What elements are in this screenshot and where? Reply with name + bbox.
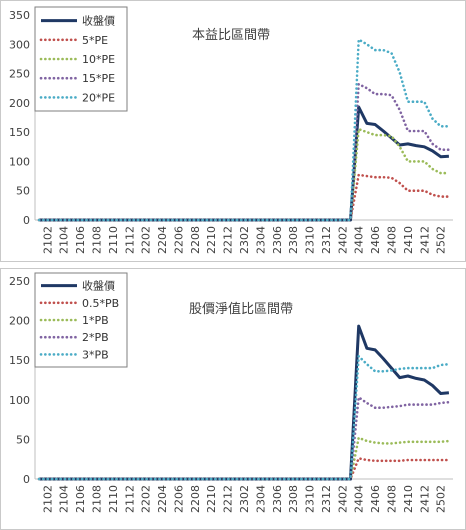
pb-series-line-3 [37,396,451,481]
x-tick-label: 2404 [353,485,366,513]
pb-band-chart: 0 50 100 150 200 250 2102 2104 2106 2108 2110 2112 2… [9,272,453,513]
pb-series-line-1 [37,457,451,481]
pb-band-chart-panel: 0 50 100 150 200 250 2102 2104 2106 2108 2110 2112 2… [0,268,466,530]
x-tick-label: 2202 [140,226,153,254]
x-tick-label: 2108 [90,226,103,254]
x-tick-label: 2212 [222,226,235,254]
legend-label: 20*PE [82,91,115,104]
y-tick-label: 150 [9,126,30,139]
x-tick-label: 2210 [205,485,218,513]
x-tick-label: 2306 [271,226,284,254]
x-tick-label: 2104 [58,485,71,513]
x-tick-label: 2112 [123,226,136,254]
x-tick-label: 2408 [386,485,399,513]
x-tick-label: 2210 [205,226,218,254]
x-tick-label: 2208 [189,485,202,513]
x-tick-label: 2502 [435,226,448,254]
pb-series-line-2 [37,436,451,481]
x-tick-label: 2404 [353,226,366,254]
x-tick-label: 2408 [386,226,399,254]
x-tick-label: 2412 [418,226,431,254]
pe-band-chart-panel: 0 50 100 150 200 250 300 350 2102 2104 2106 2108 211… [0,0,466,262]
chart-title: 股價淨值比區間帶 [189,301,293,317]
x-tick-label: 2202 [140,485,153,513]
chart-title: 本益比區間帶 [192,28,270,43]
x-tick-label: 2402 [336,226,349,254]
pe-series-line-0 [39,105,449,222]
x-tick-label: 2108 [90,485,103,513]
y-tick-label: 50 [16,433,30,446]
x-tick-label: 2308 [287,485,300,513]
x-tick-label: 2308 [287,226,300,254]
x-tick-label: 2406 [369,485,382,513]
x-tick-label: 2208 [189,226,202,254]
x-tick-label: 2502 [435,485,448,513]
x-tick-label: 2306 [271,485,284,513]
x-tick-label: 2204 [156,485,169,513]
legend-label: 收盤價 [82,14,115,28]
x-tick-label: 2310 [304,485,317,513]
y-tick-label: 150 [9,354,30,367]
y-tick-label: 200 [9,97,30,110]
y-tick-label: 0 [23,214,30,227]
pe-band-chart: 0 50 100 150 200 250 300 350 2102 2104 2106 2108 211… [9,6,453,254]
x-tick-label: 2206 [172,485,185,513]
x-tick-label: 2304 [254,226,267,254]
x-tick-label: 2212 [222,485,235,513]
legend-label: 3*PB [82,348,109,361]
x-tick-label: 2312 [320,485,333,513]
x-tick-label: 2302 [238,226,251,254]
pe-series-line-4 [37,38,451,222]
y-tick-label: 0 [23,473,30,486]
x-tick-label: 2106 [74,226,87,254]
pe-series-line-1 [37,173,451,222]
legend-label: 5*PE [82,34,108,47]
x-tick-label: 2412 [418,485,431,513]
x-tick-label: 2112 [123,485,136,513]
y-tick-label: 100 [9,155,30,168]
x-tick-label: 2406 [369,226,382,254]
x-tick-label: 2410 [402,226,415,254]
x-tick-label: 2312 [320,226,333,254]
pe-series-line-2 [37,127,451,222]
x-tick-label: 2304 [254,485,267,513]
x-tick-label: 2102 [41,226,54,254]
x-tick-label: 2106 [74,485,87,513]
y-tick-label: 50 [16,185,30,198]
y-tick-label: 100 [9,394,30,407]
pb-series-line-4 [37,354,451,481]
y-tick-label: 200 [9,315,30,328]
x-tick-label: 2102 [41,485,54,513]
x-tick-label: 2104 [58,226,71,254]
y-tick-label: 300 [9,38,30,51]
x-tick-label: 2206 [172,226,185,254]
legend-label: 15*PE [82,72,115,85]
legend-label: 2*PB [82,331,109,344]
legend-label: 10*PE [82,53,115,66]
x-tick-label: 2110 [107,485,120,513]
y-tick-label: 250 [9,275,30,288]
x-tick-label: 2310 [304,226,317,254]
x-tick-label: 2204 [156,226,169,254]
x-tick-label: 2110 [107,226,120,254]
x-tick-label: 2410 [402,485,415,513]
x-tick-label: 2302 [238,485,251,513]
legend-label: 0.5*PB [82,297,119,310]
x-tick-label: 2402 [336,485,349,513]
legend-label: 1*PB [82,314,109,327]
y-tick-label: 350 [9,9,30,22]
legend-label: 收盤價 [82,279,115,293]
y-tick-label: 250 [9,68,30,81]
